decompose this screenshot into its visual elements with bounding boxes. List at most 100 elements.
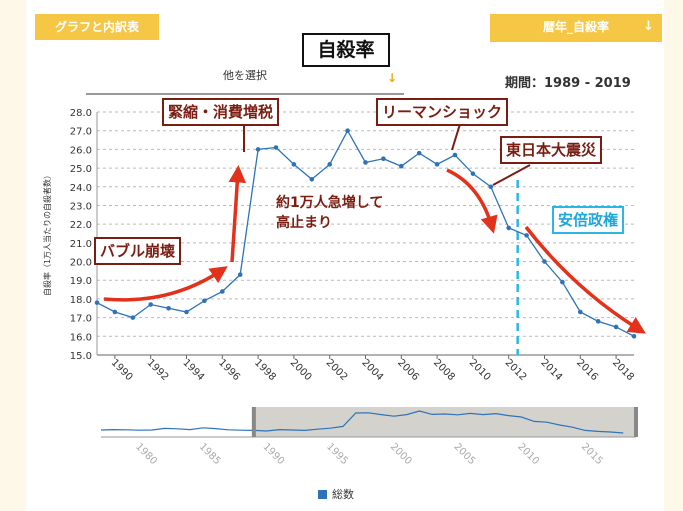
earthquake-pointer xyxy=(492,164,531,186)
data-point xyxy=(130,315,136,320)
data-point xyxy=(434,162,440,167)
y-tick-label: 21.0 xyxy=(70,239,92,250)
arrow-layer xyxy=(103,123,646,334)
x-tick-label: 2004 xyxy=(359,357,385,383)
surge-arrow xyxy=(228,165,247,263)
data-point xyxy=(255,147,261,152)
navigator-tick-label: 2005 xyxy=(452,441,478,467)
data-point xyxy=(184,309,189,315)
x-tick-label: 2016 xyxy=(574,357,600,383)
data-point xyxy=(327,162,333,167)
y-tick-label: 19.0 xyxy=(70,276,92,287)
navigator-tick-label: 1980 xyxy=(133,441,159,467)
x-tick-label: 2018 xyxy=(610,357,636,383)
data-point xyxy=(112,309,118,315)
navigator-tick-label: 1990 xyxy=(260,441,286,467)
y-tick-label: 27.0 xyxy=(70,127,92,138)
x-tick-label: 2002 xyxy=(324,357,350,383)
bubble-arrow xyxy=(103,266,228,302)
y-tick-label: 23.0 xyxy=(70,201,92,212)
navigator-handle-left[interactable] xyxy=(251,407,256,437)
navigator-tick-label: 1995 xyxy=(324,441,350,467)
y-tick-label: 15.0 xyxy=(70,351,92,362)
metric-dropdown[interactable]: 暦年_自殺率 ↓ xyxy=(490,14,662,42)
y-axis-title: 自殺率（1万人当たりの自殺者数） xyxy=(42,171,52,296)
y-tick-label: 17.0 xyxy=(70,314,92,325)
navigator-selection xyxy=(253,407,636,437)
lehman-arrow xyxy=(446,168,498,234)
navigator-tick-label: 1985 xyxy=(197,441,223,467)
data-point xyxy=(631,334,637,339)
legend[interactable]: 総数 xyxy=(318,486,354,502)
x-tick-label: 1996 xyxy=(216,357,242,383)
x-tick-label: 2000 xyxy=(288,357,314,383)
y-tick-label: 16.0 xyxy=(70,332,92,343)
data-point xyxy=(595,319,601,324)
tightening-annotation: 緊縮・消費増税 xyxy=(162,98,280,126)
data-point xyxy=(381,156,386,162)
select-arrow-icon[interactable]: ↓ xyxy=(387,71,398,85)
y-tick-label: 20.0 xyxy=(70,258,92,269)
lehman-pointer xyxy=(451,123,461,151)
navigator-tick-label: 2010 xyxy=(515,441,541,467)
earthquake-annotation: 東日本大震災 xyxy=(500,136,603,164)
data-point xyxy=(524,233,529,238)
metric-dropdown-label: 暦年_自殺率 xyxy=(542,20,609,34)
chevron-down-icon: ↓ xyxy=(643,19,654,34)
select-underline xyxy=(86,93,404,95)
x-tick-label: 1998 xyxy=(252,357,278,383)
x-tick-label: 2006 xyxy=(395,357,421,383)
legend-swatch xyxy=(318,490,327,499)
abe-arrow xyxy=(524,225,646,334)
period-label: 期間：1989 - 2019 xyxy=(505,76,631,91)
other-select[interactable]: 他を選択 xyxy=(223,69,267,82)
y-tick-label: 22.0 xyxy=(70,220,92,231)
data-point xyxy=(166,305,171,311)
data-point xyxy=(452,152,458,158)
data-point xyxy=(345,128,350,133)
data-point xyxy=(237,272,243,277)
abe-annotation: 安倍政権 xyxy=(552,206,625,234)
series-layer xyxy=(94,128,637,339)
data-point xyxy=(220,289,225,294)
data-point xyxy=(506,225,512,231)
data-point xyxy=(542,259,547,264)
graph-table-tab[interactable]: グラフと内訳表 xyxy=(35,14,159,40)
data-point xyxy=(470,171,476,176)
surge-note-line2: 高止まり xyxy=(276,215,332,231)
y-tick-label: 18.0 xyxy=(70,295,92,306)
data-point xyxy=(363,160,368,165)
x-tick-label: 2008 xyxy=(431,357,457,383)
data-point xyxy=(613,324,619,330)
surge-note: 約1万人急増して 高止まり xyxy=(276,193,383,233)
data-point xyxy=(309,176,315,182)
x-tick-label: 1990 xyxy=(109,357,135,383)
y-tick-label: 26.0 xyxy=(70,145,92,156)
chart-title: 自殺率 xyxy=(302,33,390,67)
y-tick-label: 28.0 xyxy=(70,108,92,119)
data-point xyxy=(488,184,494,190)
x-tick-label: 1994 xyxy=(180,357,206,383)
data-point xyxy=(291,162,297,167)
navigator-handle-right[interactable] xyxy=(634,407,638,437)
navigator-tick-label: 2015 xyxy=(579,441,605,467)
y-tick-label: 24.0 xyxy=(70,183,92,194)
bubble-annotation: バブル崩壊 xyxy=(94,237,182,265)
navigator-tick-label: 2000 xyxy=(388,441,414,467)
data-point xyxy=(202,298,207,304)
y-tick-label: 25.0 xyxy=(70,164,92,175)
x-tick-label: 2014 xyxy=(538,357,564,383)
navigator-line xyxy=(100,410,624,434)
data-point xyxy=(273,145,279,150)
x-tick-label: 2012 xyxy=(503,357,529,383)
data-point xyxy=(148,302,153,307)
data-point xyxy=(560,279,565,285)
x-tick-label: 1992 xyxy=(145,357,171,383)
x-tick-label: 2010 xyxy=(467,357,493,383)
data-point xyxy=(399,163,404,169)
navigator: 1980 1985 1990 1995 2000 2005 2010 2015 xyxy=(100,407,638,467)
surge-note-line1: 約1万人急増して xyxy=(276,195,384,211)
legend-label: 総数 xyxy=(332,488,354,501)
lehman-annotation: リーマンショック xyxy=(376,98,509,126)
